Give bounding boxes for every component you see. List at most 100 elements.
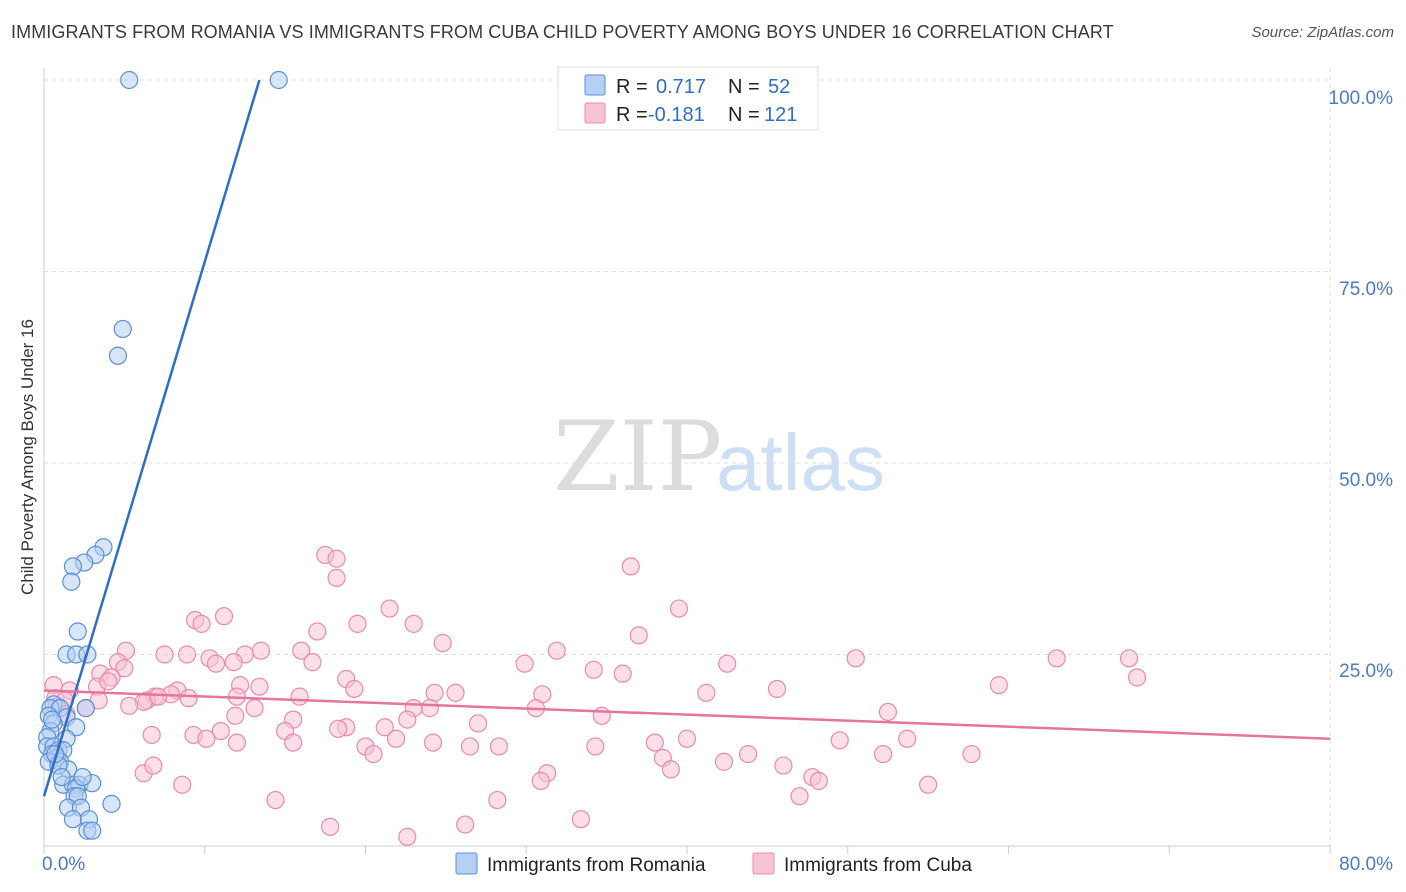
cuba-point-89: [645, 733, 664, 752]
cuba-point-112: [266, 790, 285, 810]
romania-point-2: [113, 319, 132, 339]
cuba-point-1: [327, 549, 346, 568]
cuba-point-32: [584, 660, 603, 679]
cuba-trend-line: [43, 689, 1331, 741]
romania-point-49: [52, 767, 71, 787]
cuba-point-84: [386, 729, 406, 748]
cuba-point-28: [303, 653, 322, 672]
cuba-point-8: [192, 614, 211, 633]
cuba-point-87: [227, 733, 246, 752]
cuba-point-72: [398, 710, 417, 729]
cuba-point-118: [144, 756, 163, 775]
cuba-point-109: [173, 775, 192, 794]
bottom-legend-cuba: Immigrants from Cuba: [784, 855, 972, 876]
cuba-point-107: [809, 771, 828, 790]
cuba-point-110: [919, 775, 938, 794]
cuba-point-85: [423, 733, 443, 752]
cuba-point-73: [592, 706, 611, 725]
source-credit: Source: ZipAtlas.com: [1251, 24, 1394, 41]
cuba-point-90: [677, 729, 697, 748]
watermark-zip: ZIP: [553, 401, 722, 513]
y-axis-title: Child Poverty Among Boys Under 16: [18, 319, 37, 595]
cuba-point-91: [830, 731, 849, 750]
legend-romania-n-value: 52: [768, 76, 790, 98]
cuba-point-82: [142, 725, 161, 745]
y-tick-label-50: 50.0%: [1339, 470, 1393, 491]
cuba-point-117: [398, 827, 417, 846]
cuba-point-101: [714, 752, 734, 771]
cuba-point-49: [446, 683, 465, 702]
cuba-point-2: [621, 557, 640, 576]
legend-romania-r-label: R =: [616, 76, 648, 98]
cuba-point-18: [292, 641, 311, 660]
bottom-legend-swatch-romania: [455, 852, 478, 875]
cuba-point-78: [375, 718, 394, 737]
romania-point-0: [120, 70, 139, 90]
cuba-point-27: [206, 654, 226, 673]
x-tick-label-80: 80.0%: [1339, 854, 1393, 875]
cuba-point-48: [425, 683, 444, 702]
cuba-point-16: [177, 645, 197, 664]
romania-point-10: [68, 622, 87, 641]
cuba-point-102: [774, 756, 793, 775]
trend-lines: [42, 79, 1331, 797]
cuba-point-29: [515, 654, 534, 673]
cuba-point-26: [224, 653, 243, 672]
cuba-point-20: [547, 641, 566, 660]
cuba-point-88: [489, 737, 509, 756]
cuba-point-93: [460, 737, 480, 756]
cuba-point-5: [214, 607, 234, 626]
cuba-point-44: [697, 683, 716, 702]
watermark-atlas: atlas: [716, 418, 885, 507]
romania-trend-line: [42, 79, 261, 797]
cuba-point-99: [364, 744, 383, 764]
cuba-point-43: [767, 679, 787, 699]
legend-romania-n-label: N =: [728, 76, 760, 98]
legend-swatch-romania: [584, 74, 606, 96]
cuba-point-75: [468, 714, 488, 733]
cuba-point-12: [629, 626, 648, 645]
romania-point-50: [73, 767, 92, 787]
cuba-point-98: [962, 744, 981, 764]
cuba-point-113: [488, 790, 507, 810]
cuba-point-42: [250, 677, 269, 696]
romania-point-8: [62, 572, 81, 591]
bottom-legend-romania: Immigrants from Romania: [487, 855, 706, 876]
bottom-legend-swatch-cuba: [752, 852, 775, 875]
cuba-point-15: [155, 645, 174, 664]
cuba-point-70: [226, 706, 245, 725]
cuba-point-92: [898, 729, 917, 748]
cuba-point-79: [211, 721, 230, 741]
cuba-point-23: [1119, 649, 1139, 668]
cuba-series: [44, 545, 1147, 846]
cuba-point-13: [433, 633, 452, 653]
cuba-point-19: [251, 641, 271, 660]
legend-romania-r-value: 0.717: [656, 76, 706, 98]
cuba-point-95: [586, 737, 605, 756]
cuba-point-4: [380, 599, 399, 618]
y-tick-label-75: 75.0%: [1339, 279, 1393, 300]
cuba-point-31: [115, 659, 134, 678]
cuba-point-97: [874, 744, 893, 764]
cuba-point-30: [718, 654, 737, 673]
romania-series: [38, 70, 288, 840]
legend-swatch-cuba: [584, 102, 606, 124]
cuba-point-39: [989, 676, 1008, 695]
cuba-point-108: [531, 771, 550, 790]
correlation-legend: R = 0.717 N = 52 R = -0.181 N = 121: [557, 66, 819, 131]
cuba-point-62: [245, 699, 264, 718]
legend-cuba-n-label: N =: [728, 104, 760, 126]
cuba-point-9: [404, 614, 423, 633]
romania-point-43: [63, 810, 83, 829]
legend-cuba-n-value: 121: [764, 104, 797, 126]
y-tick-label-25: 25.0%: [1339, 661, 1393, 682]
romania-point-40: [102, 794, 121, 813]
cuba-point-38: [345, 679, 364, 699]
legend-cuba-r-label: R =: [616, 104, 648, 126]
cuba-point-116: [571, 810, 591, 829]
romania-point-3: [108, 346, 128, 365]
cuba-point-114: [321, 817, 340, 836]
cuba-point-35: [613, 664, 632, 683]
romania-point-16: [76, 699, 95, 718]
